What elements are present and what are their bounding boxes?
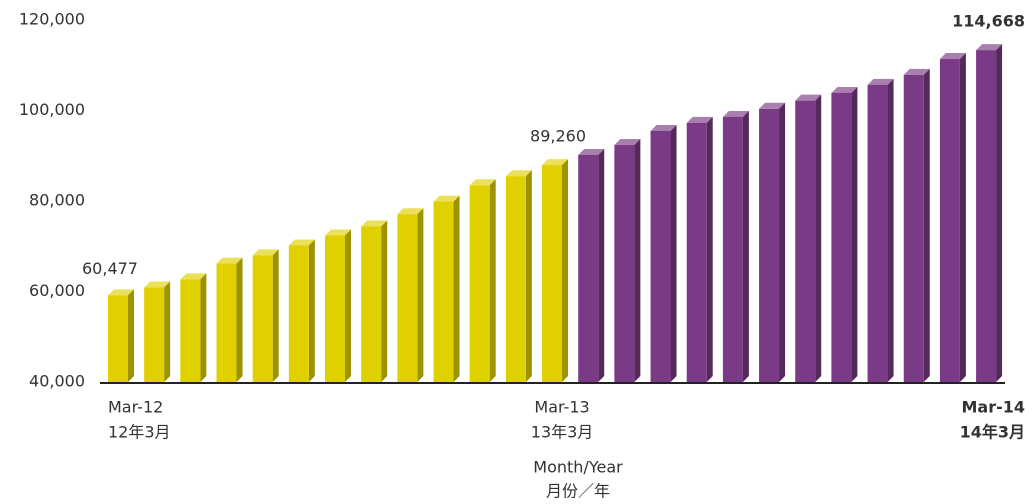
x-axis-label: Month/Year (533, 458, 623, 477)
bar-side (779, 102, 786, 383)
bar (180, 279, 201, 382)
bar (795, 100, 816, 382)
bar (903, 74, 924, 383)
bar-side (815, 94, 822, 382)
bar-side (706, 116, 713, 383)
bar-top (939, 53, 966, 60)
bar-top (795, 94, 822, 101)
bar-side (562, 159, 569, 382)
bar-top (469, 179, 496, 186)
bar (650, 130, 671, 382)
bar (361, 226, 382, 382)
bar (108, 295, 128, 382)
bar-top (614, 139, 641, 146)
x-tick-label: Mar-12 (108, 398, 163, 417)
y-tick-label: 80,000 (29, 191, 85, 210)
bar-side (308, 239, 315, 382)
bar (433, 201, 454, 382)
bar-top (542, 159, 569, 166)
bar-top (831, 86, 858, 93)
x-axis-label-local: 月份／年 (546, 482, 610, 501)
bar-top (759, 102, 786, 109)
bar-side (417, 208, 424, 382)
bar (397, 214, 418, 382)
value-label: 114,668 (952, 12, 1025, 31)
bar-top (903, 68, 930, 75)
bar (759, 108, 780, 383)
bar-side (742, 110, 749, 382)
bar-side (128, 289, 134, 382)
bar-side (670, 124, 677, 382)
bar-top (578, 148, 605, 155)
bar-top (686, 116, 713, 123)
bar (144, 287, 165, 382)
bar (976, 50, 997, 383)
bar-top (650, 124, 677, 131)
value-label: 89,260 (530, 127, 586, 146)
bar-top (288, 239, 315, 246)
bar (469, 185, 490, 382)
bar-top (433, 195, 460, 202)
bar-top (252, 249, 279, 256)
bar-side (236, 257, 243, 382)
bar-top (144, 281, 171, 288)
bar-top (505, 170, 532, 177)
bar-side (598, 148, 605, 382)
bar (939, 59, 960, 382)
bar-side (959, 53, 966, 382)
bar-side (887, 78, 894, 382)
bar-side (272, 249, 279, 382)
x-tick-label: Mar-13 (534, 398, 589, 417)
x-tick-label-local: 13年3月 (531, 423, 594, 442)
bar-top (180, 273, 207, 280)
bar-side (851, 86, 858, 382)
bar (252, 255, 273, 382)
bar-top (361, 220, 388, 227)
bar (722, 116, 743, 382)
bar-top (397, 208, 424, 215)
bar-side (381, 220, 388, 382)
x-tick-label: Mar-14 (961, 398, 1025, 417)
bar (867, 84, 888, 382)
bar-side (200, 273, 207, 382)
bar-top (216, 257, 243, 264)
y-tick-label: 120,000 (19, 10, 85, 29)
bar (614, 145, 635, 382)
bar-side (345, 229, 352, 382)
bar (505, 176, 526, 382)
y-tick-label: 100,000 (19, 100, 85, 119)
x-tick-label-local: 12年3月 (108, 423, 171, 442)
y-tick-label: 60,000 (29, 281, 85, 300)
x-tick-label-local: 14年3月 (960, 423, 1025, 442)
bar-side (996, 44, 1003, 383)
y-tick-label: 40,000 (29, 372, 85, 391)
bar-top (976, 44, 1003, 51)
bar-top (325, 229, 352, 236)
bar (542, 165, 563, 382)
bar (578, 154, 599, 382)
bar-side (453, 195, 460, 382)
bar-side (489, 179, 496, 382)
bar-side (164, 281, 171, 382)
bar-top (722, 110, 749, 117)
bar-top (108, 289, 134, 296)
bar-side (923, 68, 930, 383)
bar (325, 235, 346, 382)
bar-side (634, 139, 641, 382)
bar-top (867, 78, 894, 85)
bar (686, 122, 707, 383)
value-label: 60,477 (82, 259, 138, 278)
bar (288, 245, 309, 382)
bar (216, 263, 237, 382)
bar (831, 92, 852, 382)
bar-side (525, 170, 532, 382)
